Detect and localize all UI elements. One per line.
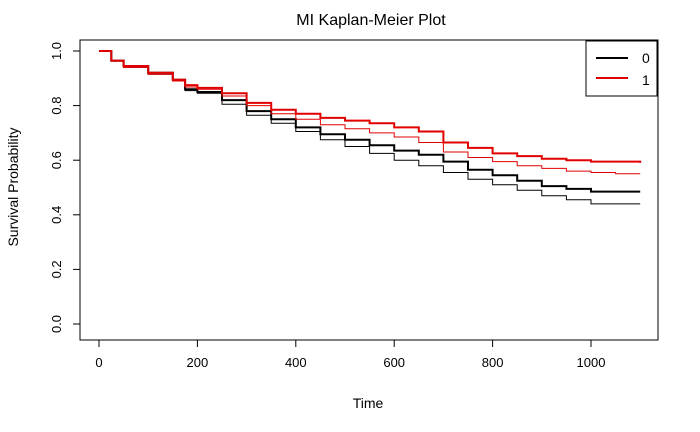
x-axis: 0 200 400 600 800 1000: [95, 339, 606, 370]
y-tick-label: 0.0: [49, 315, 64, 333]
series-layer: [99, 50, 642, 205]
x-tick-label: 200: [187, 355, 209, 370]
y-tick-label: 0.8: [49, 97, 64, 115]
x-tick-label: 600: [383, 355, 405, 370]
legend-label-0: 0: [642, 50, 650, 66]
legend: 0 1: [585, 40, 658, 97]
chart-title: MI Kaplan-Meier Plot: [296, 12, 446, 29]
x-tick-label: 1000: [577, 355, 606, 370]
plot-area: [79, 39, 659, 341]
survival-curve-0-b: [99, 50, 641, 205]
survival-curve-1-b: [99, 50, 641, 175]
legend-label-1: 1: [642, 72, 650, 88]
y-axis-label: Survival Probability: [5, 127, 21, 246]
y-axis: 0.0 0.2 0.4 0.6 0.8 1.0: [49, 42, 81, 333]
x-tick-label: 0: [95, 355, 102, 370]
x-axis-label: Time: [353, 395, 384, 411]
legend-box: [585, 40, 658, 97]
y-tick-label: 0.2: [49, 260, 64, 278]
x-tick-label: 800: [482, 355, 504, 370]
x-tick-label: 400: [285, 355, 307, 370]
y-tick-label: 1.0: [49, 42, 64, 60]
y-tick-label: 0.6: [49, 151, 64, 169]
y-tick-label: 0.4: [49, 206, 64, 224]
